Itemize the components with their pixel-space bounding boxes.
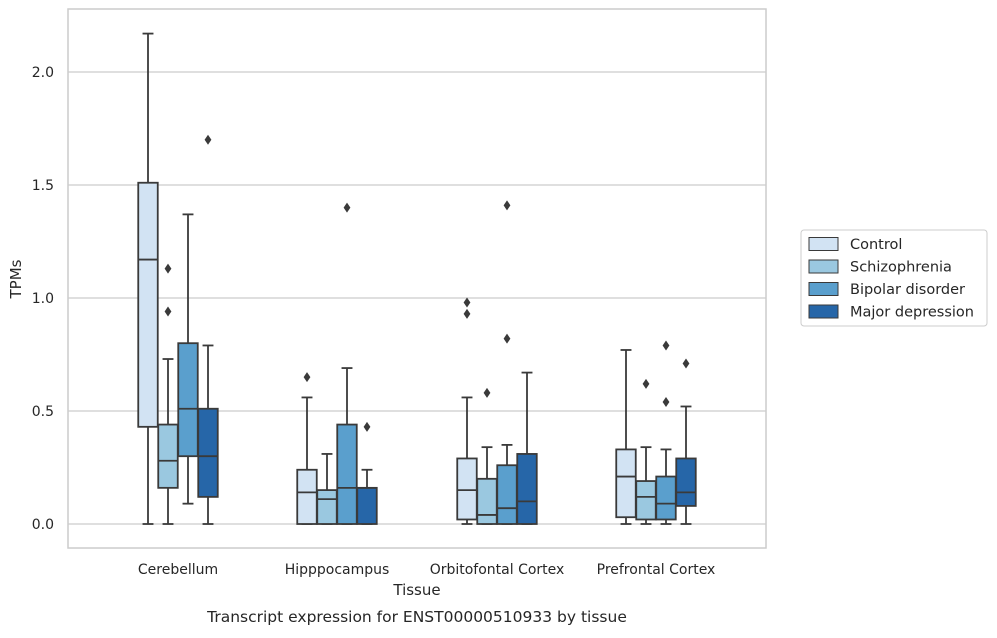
- legend-label: Bipolar disorder: [850, 282, 965, 298]
- outlier-point: [662, 396, 670, 407]
- y-tick-label: 0.0: [32, 517, 54, 533]
- box-body: [157, 423, 179, 489]
- x-axis-title: Tissue: [392, 581, 440, 599]
- box-body: [316, 489, 338, 525]
- outlier-point: [642, 378, 650, 389]
- box-body: [356, 486, 378, 525]
- outlier-point: [164, 306, 172, 317]
- outlier-point: [303, 372, 311, 383]
- y-tick-label: 2.0: [32, 65, 54, 81]
- box-body: [296, 468, 318, 525]
- box-group: [655, 340, 677, 525]
- legend-swatch: [808, 304, 839, 319]
- y-tick-labels: 0.0 0.5 1.0 1.5 2.0: [32, 65, 54, 533]
- outlier-point: [363, 421, 371, 432]
- series-control: [137, 32, 637, 525]
- x-tick-label: Cerebellum: [138, 562, 218, 578]
- y-tick-label: 1.5: [32, 178, 54, 194]
- x-tick-label: Orbitofontal Cortex: [430, 562, 565, 578]
- plot-frame: [67, 8, 767, 549]
- y-axis-title: TPMs: [7, 259, 25, 299]
- box-series: [137, 32, 697, 525]
- box-group: [675, 358, 697, 525]
- box-body: [476, 477, 498, 525]
- chart-caption: Transcript expression for ENST0000051093…: [206, 608, 627, 626]
- outlier-point: [463, 308, 471, 319]
- y-tick-label: 0.5: [32, 404, 54, 420]
- box-group: [137, 32, 159, 525]
- box-group: [197, 134, 219, 525]
- legend-frame: [800, 229, 988, 327]
- outlier-point: [204, 134, 212, 145]
- outlier-point: [503, 200, 511, 211]
- box-body: [137, 181, 159, 428]
- box-group: [336, 202, 358, 525]
- y-tick-label: 1.0: [32, 291, 54, 307]
- box-body: [456, 457, 478, 521]
- legend-item: Schizophrenia: [808, 259, 952, 276]
- box-group: [635, 378, 657, 525]
- outlier-point: [682, 358, 690, 369]
- legend-label: Schizophrenia: [850, 260, 952, 276]
- box-body: [635, 480, 657, 521]
- legend-swatch: [808, 282, 839, 296]
- box-body: [615, 448, 637, 519]
- box-group: [356, 421, 378, 525]
- legend-swatch: [808, 259, 839, 274]
- x-tick-label: Hipppocampus: [285, 562, 390, 578]
- box-body: [177, 342, 199, 458]
- box-group: [496, 200, 518, 525]
- outlier-point: [483, 387, 491, 398]
- box-body: [496, 464, 518, 525]
- x-tick-labels: Cerebellum Hipppocampus Orbitofontal Corte…: [138, 562, 715, 578]
- legend: Control Schizophrenia Bipolar disorder Majo…: [800, 229, 988, 327]
- legend-swatch: [808, 237, 839, 251]
- box-group: [456, 297, 478, 525]
- outlier-point: [343, 202, 351, 213]
- x-tick-label: Prefrontal Cortex: [597, 562, 716, 578]
- legend-item: Major depression: [808, 304, 974, 321]
- outlier-point: [503, 333, 511, 344]
- legend-item: Control: [808, 237, 902, 253]
- box-body: [675, 457, 697, 507]
- box-group: [177, 213, 199, 505]
- box-body: [655, 475, 677, 521]
- outlier-point: [463, 297, 471, 308]
- box-group: [516, 371, 538, 525]
- box-body: [516, 453, 538, 525]
- box-group: [296, 372, 318, 525]
- outlier-point: [662, 340, 670, 351]
- legend-label: Control: [850, 237, 902, 253]
- outlier-point: [164, 263, 172, 274]
- series-major-depression: [197, 134, 697, 525]
- series-schizophrenia: [157, 263, 657, 525]
- box-group: [615, 349, 637, 525]
- box-group: [476, 387, 498, 525]
- legend-label: Major depression: [850, 305, 974, 321]
- box-body: [336, 423, 358, 525]
- series-bipolar-disorder: [177, 200, 677, 525]
- legend-item: Bipolar disorder: [808, 282, 965, 298]
- box-group: [316, 453, 338, 525]
- box-body: [197, 407, 219, 498]
- box-group: [157, 263, 179, 525]
